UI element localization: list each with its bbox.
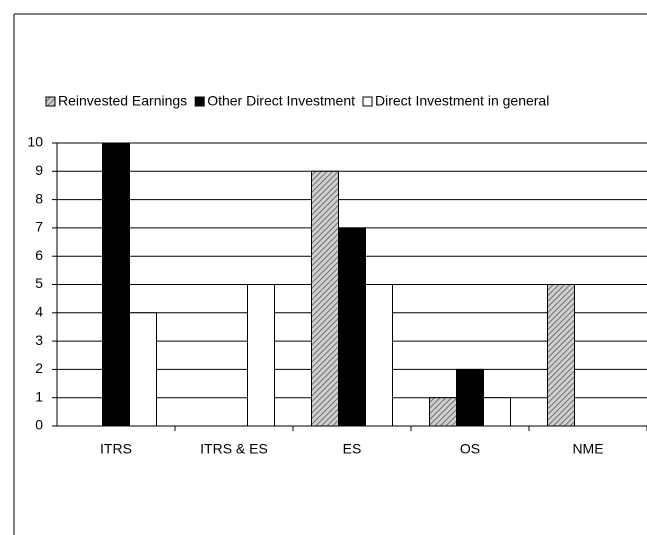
bar bbox=[129, 312, 157, 427]
legend-swatch bbox=[194, 96, 205, 107]
bar bbox=[311, 170, 339, 427]
x-tick-label: NME bbox=[572, 441, 603, 457]
legend-swatch bbox=[362, 96, 373, 107]
y-tick-label: 8 bbox=[35, 190, 43, 206]
legend-label: Other Direct Investment bbox=[207, 93, 355, 109]
y-tick-label: 2 bbox=[35, 360, 43, 376]
bar bbox=[547, 284, 575, 427]
x-tick-label: ITRS bbox=[100, 441, 132, 457]
legend-label: Reinvested Earnings bbox=[58, 93, 187, 109]
y-tick-label: 4 bbox=[35, 304, 43, 320]
x-tick-label: ES bbox=[343, 441, 362, 457]
bar bbox=[365, 284, 393, 427]
bar bbox=[338, 227, 366, 427]
x-tick-label: ITRS & ES bbox=[200, 441, 268, 457]
y-tick-label: 5 bbox=[35, 275, 43, 291]
bar bbox=[456, 368, 484, 427]
y-tick-label: 0 bbox=[35, 417, 43, 433]
bar bbox=[247, 284, 275, 427]
y-tick-label: 6 bbox=[35, 247, 43, 263]
legend-label: Direct Investment in general bbox=[375, 93, 549, 109]
bar bbox=[102, 142, 130, 427]
y-tick-label: 9 bbox=[35, 162, 43, 178]
legend-swatch bbox=[45, 96, 56, 107]
bar bbox=[429, 397, 457, 427]
y-tick-label: 1 bbox=[35, 388, 43, 404]
x-tick-label: OS bbox=[460, 441, 480, 457]
bar bbox=[483, 397, 511, 427]
y-tick-label: 10 bbox=[27, 134, 43, 150]
y-tick-label: 3 bbox=[35, 332, 43, 348]
y-tick-label: 7 bbox=[35, 219, 43, 235]
